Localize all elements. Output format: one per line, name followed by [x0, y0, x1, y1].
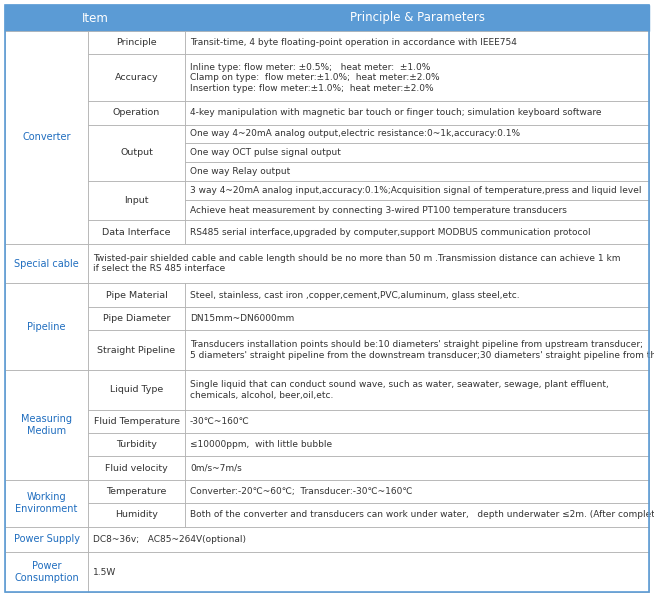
Bar [185, 457, 649, 480]
Text: Pipe Diameter: Pipe Diameter [103, 314, 170, 323]
Bar [185, 480, 649, 503]
Text: Fluid velocity: Fluid velocity [105, 464, 168, 473]
Text: Temperature: Temperature [107, 487, 167, 496]
Text: Twisted-pair shielded cable and cable length should be no more than 50 m .Transm: Twisted-pair shielded cable and cable le… [93, 254, 621, 273]
Text: DN15mm~DN6000mm: DN15mm~DN6000mm [190, 314, 294, 323]
Text: Principle: Principle [116, 38, 157, 47]
Bar [88, 480, 185, 503]
Text: Inline type: flow meter: ±0.5%;   heat meter:  ±1.0%
Clamp on type:  flow meter:: Inline type: flow meter: ±0.5%; heat met… [190, 63, 439, 93]
Text: Data Interface: Data Interface [102, 227, 171, 236]
Bar [88, 503, 185, 527]
Bar [5, 527, 88, 552]
Text: Straight Pipeline: Straight Pipeline [97, 346, 175, 355]
Text: Special cable: Special cable [14, 259, 79, 269]
Bar [185, 54, 649, 101]
Bar [88, 54, 185, 101]
Text: Power Supply: Power Supply [14, 534, 80, 544]
Bar [185, 410, 649, 433]
Bar [185, 101, 649, 125]
Bar [88, 181, 185, 220]
Text: DC8~36v;   AC85~264V(optional): DC8~36v; AC85~264V(optional) [93, 535, 246, 544]
Bar [88, 370, 185, 410]
Bar [88, 410, 185, 433]
Bar [88, 125, 185, 181]
Bar [88, 101, 185, 125]
Text: Input: Input [124, 196, 148, 205]
Bar [185, 125, 649, 143]
Bar [88, 552, 649, 592]
Text: Fluid Temperature: Fluid Temperature [94, 417, 179, 426]
Bar [185, 181, 649, 201]
Text: Pipe Material: Pipe Material [106, 291, 167, 300]
Text: Accuracy: Accuracy [114, 73, 158, 82]
Bar [88, 220, 185, 244]
Bar [185, 503, 649, 527]
Text: 0m/s~7m/s: 0m/s~7m/s [190, 464, 242, 473]
Bar [88, 433, 185, 457]
Bar [88, 457, 185, 480]
Text: Achieve heat measurement by connecting 3-wired PT100 temperature transducers: Achieve heat measurement by connecting 3… [190, 206, 567, 215]
Bar [185, 5, 649, 31]
Text: Output: Output [120, 148, 153, 157]
Text: Pipeline: Pipeline [27, 322, 66, 332]
Bar [185, 201, 649, 220]
Text: Measuring
Medium: Measuring Medium [21, 414, 72, 436]
Text: One way OCT pulse signal output: One way OCT pulse signal output [190, 148, 341, 157]
Bar [185, 433, 649, 457]
Text: 4-key manipulation with magnetic bar touch or finger touch; simulation keyboard : 4-key manipulation with magnetic bar tou… [190, 108, 602, 118]
Bar [5, 31, 88, 244]
Bar [185, 143, 649, 162]
Text: Power
Consumption: Power Consumption [14, 561, 79, 583]
Text: -30℃~160℃: -30℃~160℃ [190, 417, 250, 426]
Text: Converter: Converter [22, 133, 71, 142]
Text: Turbidity: Turbidity [116, 440, 157, 449]
Text: Transit-time, 4 byte floating-point operation in accordance with IEEE754: Transit-time, 4 byte floating-point oper… [190, 38, 517, 47]
Bar [88, 244, 649, 284]
Text: 3 way 4~20mA analog input,accuracy:0.1%;Acquisition signal of temperature,press : 3 way 4~20mA analog input,accuracy:0.1%;… [190, 186, 642, 195]
Text: RS485 serial interface,upgraded by computer,support MODBUS communication protoco: RS485 serial interface,upgraded by compu… [190, 227, 591, 236]
Text: Operation: Operation [113, 108, 160, 118]
Bar [5, 370, 88, 480]
Text: 1.5W: 1.5W [93, 568, 116, 577]
Text: ≤10000ppm,  with little bubble: ≤10000ppm, with little bubble [190, 440, 332, 449]
Bar [185, 330, 649, 370]
Text: Transducers installation points should be:10 diameters' straight pipeline from u: Transducers installation points should b… [190, 340, 654, 360]
Text: Both of the converter and transducers can work under water,   depth underwater ≤: Both of the converter and transducers ca… [190, 510, 654, 519]
Text: Steel, stainless, cast iron ,copper,cement,PVC,aluminum, glass steel,etc.: Steel, stainless, cast iron ,copper,ceme… [190, 291, 520, 300]
Bar [5, 552, 88, 592]
Bar [88, 284, 185, 307]
Bar [185, 284, 649, 307]
Text: One way 4~20mA analog output,electric resistance:0~1k,accuracy:0.1%: One way 4~20mA analog output,electric re… [190, 130, 520, 139]
Bar [185, 220, 649, 244]
Text: Converter:-20℃~60℃;  Transducer:-30℃~160℃: Converter:-20℃~60℃; Transducer:-30℃~160℃ [190, 487, 413, 496]
Text: Humidity: Humidity [115, 510, 158, 519]
Bar [88, 527, 649, 552]
Bar [5, 480, 88, 527]
Bar [5, 284, 88, 370]
Bar [5, 5, 185, 31]
Bar [5, 244, 88, 284]
Text: Liquid Type: Liquid Type [110, 385, 163, 394]
Bar [88, 307, 185, 330]
Text: One way Relay output: One way Relay output [190, 167, 290, 176]
Bar [88, 31, 185, 54]
Bar [185, 370, 649, 410]
Bar [185, 31, 649, 54]
Bar [88, 330, 185, 370]
Text: Single liquid that can conduct sound wave, such as water, seawater, sewage, plan: Single liquid that can conduct sound wav… [190, 380, 609, 399]
Bar [185, 162, 649, 181]
Text: Principle & Parameters: Principle & Parameters [349, 11, 485, 24]
Text: Item: Item [82, 11, 109, 24]
Bar [185, 307, 649, 330]
Text: Working
Environment: Working Environment [15, 493, 78, 514]
